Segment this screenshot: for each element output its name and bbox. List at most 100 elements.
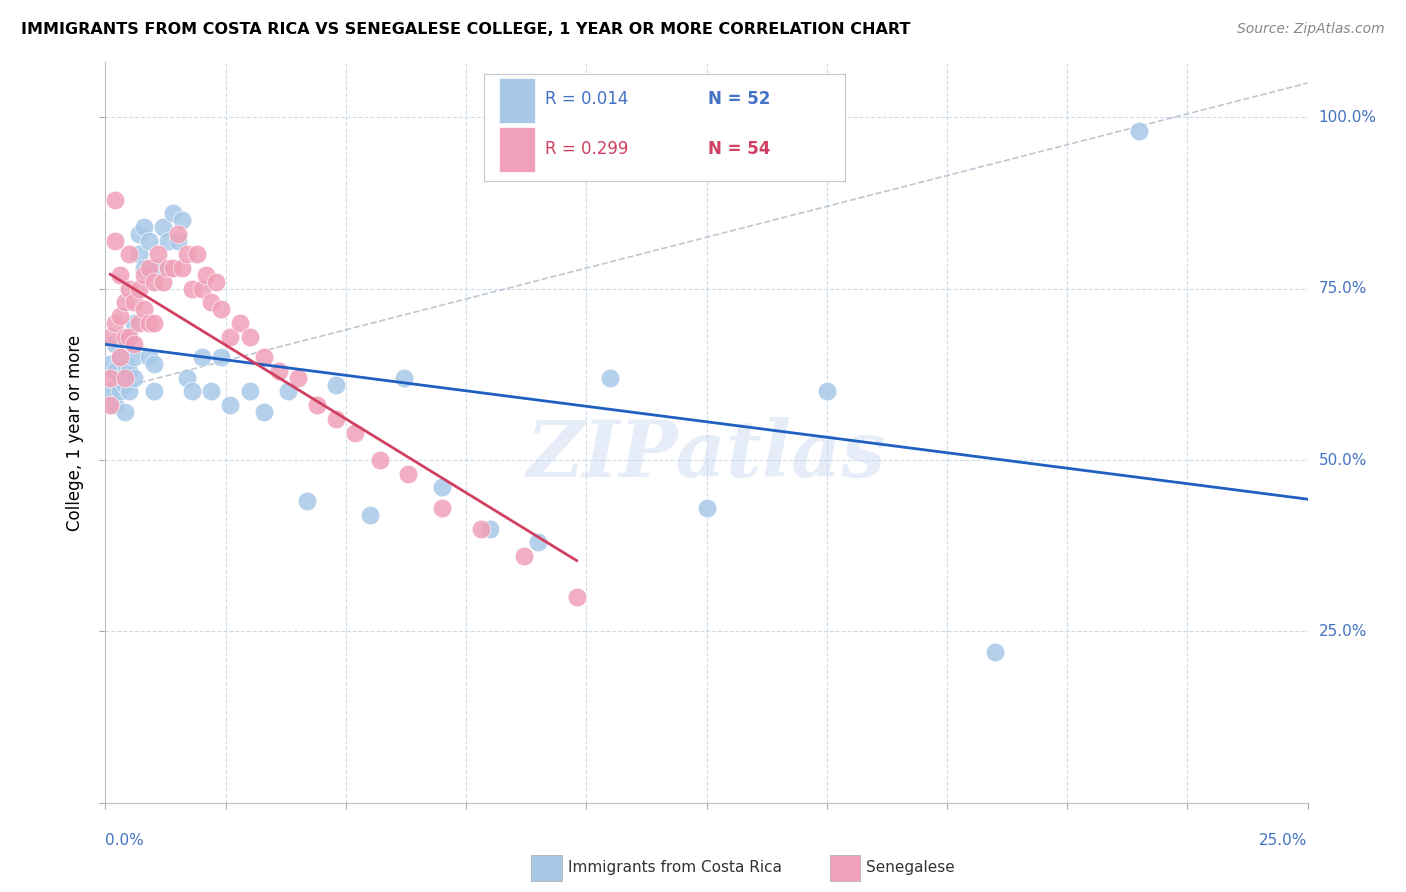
- Point: [181, 282, 204, 296]
- Point: [172, 261, 194, 276]
- Point: [98, 357, 121, 371]
- Point: [98, 384, 121, 399]
- Point: [128, 316, 150, 330]
- Point: [181, 384, 204, 399]
- Point: [108, 371, 131, 385]
- Point: [696, 501, 718, 516]
- Point: [253, 350, 276, 364]
- Point: [166, 227, 188, 241]
- Point: [104, 193, 127, 207]
- Point: [287, 371, 309, 385]
- Point: [98, 398, 121, 412]
- Point: [1128, 124, 1150, 138]
- Point: [565, 590, 588, 604]
- Point: [239, 384, 262, 399]
- Point: [479, 522, 502, 536]
- Text: Immigrants from Costa Rica: Immigrants from Costa Rica: [568, 860, 782, 874]
- Point: [138, 316, 160, 330]
- Point: [209, 350, 232, 364]
- Point: [138, 350, 160, 364]
- Point: [186, 247, 208, 261]
- Point: [156, 261, 179, 276]
- Point: [219, 398, 242, 412]
- Point: [513, 549, 536, 563]
- Point: [359, 508, 381, 522]
- Text: Senegalese: Senegalese: [866, 860, 955, 874]
- Point: [162, 206, 184, 220]
- Point: [205, 275, 228, 289]
- Point: [118, 282, 141, 296]
- Point: [267, 364, 290, 378]
- Point: [297, 494, 319, 508]
- Point: [104, 336, 127, 351]
- Point: [325, 412, 347, 426]
- Point: [368, 453, 391, 467]
- Point: [527, 535, 550, 549]
- Point: [396, 467, 419, 481]
- Point: [190, 350, 212, 364]
- Text: 50.0%: 50.0%: [1319, 452, 1367, 467]
- Point: [124, 371, 146, 385]
- Point: [344, 425, 367, 440]
- Point: [118, 364, 141, 378]
- Text: ZIPatlas: ZIPatlas: [527, 417, 886, 493]
- Point: [128, 227, 150, 241]
- Point: [108, 350, 131, 364]
- Point: [430, 501, 453, 516]
- Point: [176, 247, 198, 261]
- Point: [815, 384, 838, 399]
- Point: [132, 261, 155, 276]
- Point: [305, 398, 328, 412]
- Point: [124, 336, 146, 351]
- Point: [118, 329, 141, 343]
- Point: [108, 384, 131, 399]
- Point: [114, 329, 136, 343]
- Point: [114, 377, 136, 392]
- Point: [124, 350, 146, 364]
- Point: [114, 405, 136, 419]
- Point: [152, 275, 174, 289]
- Point: [128, 247, 150, 261]
- Point: [200, 384, 222, 399]
- Point: [104, 398, 127, 412]
- Point: [277, 384, 299, 399]
- Point: [142, 357, 165, 371]
- Point: [470, 522, 492, 536]
- Text: 75.0%: 75.0%: [1319, 281, 1367, 296]
- Point: [118, 247, 141, 261]
- Point: [148, 247, 170, 261]
- Point: [156, 234, 179, 248]
- Point: [239, 329, 262, 343]
- Point: [209, 302, 232, 317]
- Point: [200, 295, 222, 310]
- Point: [172, 213, 194, 227]
- Point: [325, 377, 347, 392]
- Point: [430, 480, 453, 494]
- Point: [138, 234, 160, 248]
- Point: [118, 384, 141, 399]
- Point: [138, 261, 160, 276]
- Point: [132, 219, 155, 234]
- Point: [98, 329, 121, 343]
- Point: [253, 405, 276, 419]
- Point: [142, 316, 165, 330]
- Point: [114, 295, 136, 310]
- Point: [152, 219, 174, 234]
- Point: [195, 268, 218, 282]
- Point: [392, 371, 415, 385]
- Y-axis label: College, 1 year or more: College, 1 year or more: [66, 334, 84, 531]
- Point: [176, 371, 198, 385]
- Point: [124, 295, 146, 310]
- Text: IMMIGRANTS FROM COSTA RICA VS SENEGALESE COLLEGE, 1 YEAR OR MORE CORRELATION CHA: IMMIGRANTS FROM COSTA RICA VS SENEGALESE…: [21, 22, 911, 37]
- Point: [124, 316, 146, 330]
- Point: [599, 371, 621, 385]
- Point: [128, 282, 150, 296]
- Point: [166, 234, 188, 248]
- Text: 25.0%: 25.0%: [1319, 624, 1367, 639]
- Text: Source: ZipAtlas.com: Source: ZipAtlas.com: [1237, 22, 1385, 37]
- Text: 25.0%: 25.0%: [1260, 833, 1308, 848]
- Point: [148, 261, 170, 276]
- Point: [108, 268, 131, 282]
- Point: [219, 329, 242, 343]
- Point: [104, 364, 127, 378]
